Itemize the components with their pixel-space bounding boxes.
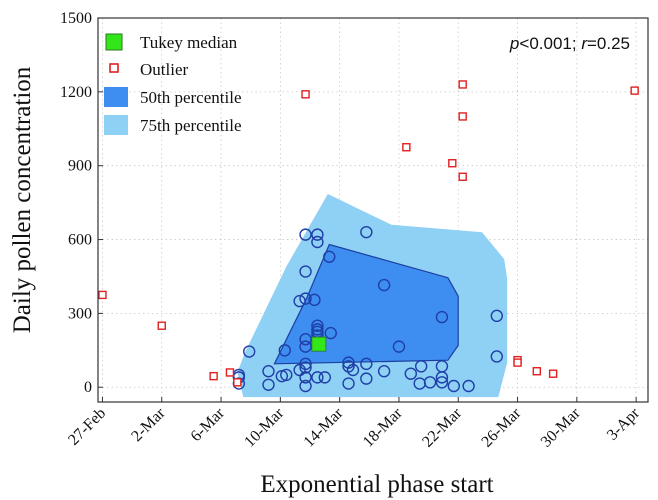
y-axis-title: Daily pollen concentration bbox=[9, 66, 36, 333]
legend-label-outlier: Outlier bbox=[140, 60, 188, 79]
data-point bbox=[262, 378, 275, 391]
data-point bbox=[299, 357, 312, 371]
data-point bbox=[280, 368, 293, 382]
x-tick-label: 6-Mar bbox=[188, 404, 229, 445]
outlier-point bbox=[458, 112, 467, 121]
data-point bbox=[293, 294, 306, 308]
data-point bbox=[278, 344, 291, 357]
outlier-point bbox=[225, 368, 235, 377]
data-point bbox=[299, 361, 312, 374]
data-point bbox=[299, 340, 312, 353]
outlier-point bbox=[209, 371, 218, 381]
data-point bbox=[423, 376, 437, 389]
data-point bbox=[404, 367, 418, 380]
r-value: =0.25 bbox=[587, 34, 630, 53]
p-value: <0.001; bbox=[519, 34, 581, 53]
data-point bbox=[308, 293, 321, 307]
r-label: r bbox=[581, 34, 588, 53]
data-point bbox=[299, 371, 312, 384]
data-point bbox=[299, 379, 312, 393]
x-tick-label: 10-Mar bbox=[241, 404, 287, 450]
x-tick-label: 22-Mar bbox=[419, 404, 465, 450]
outlier-point bbox=[98, 290, 107, 300]
x-tick-label: 14-Mar bbox=[301, 404, 347, 450]
x-tick-label: 30-Mar bbox=[538, 404, 584, 450]
data-point bbox=[435, 310, 449, 324]
y-tick-label: 300 bbox=[68, 305, 92, 322]
x-tick-label: 3-Apr bbox=[604, 404, 644, 444]
outlier-point bbox=[513, 358, 522, 367]
outlier-point bbox=[448, 159, 457, 168]
outlier-point bbox=[301, 90, 310, 99]
data-point bbox=[360, 357, 373, 371]
data-point bbox=[342, 360, 355, 373]
data-point bbox=[311, 228, 324, 241]
data-point bbox=[299, 292, 312, 305]
legend-swatch-outlier bbox=[109, 63, 119, 73]
data-point bbox=[360, 225, 373, 239]
legend-label-p75: 75th percentile bbox=[140, 116, 242, 135]
plot-frame bbox=[97, 17, 649, 403]
outlier-point bbox=[548, 369, 558, 378]
data-point bbox=[490, 309, 503, 323]
tukey-median-point bbox=[311, 336, 327, 352]
legend-swatch-median bbox=[105, 33, 123, 51]
data-point bbox=[447, 379, 460, 393]
y-tick-label: 0 bbox=[84, 379, 92, 396]
x-tick-label: 2-Mar bbox=[128, 404, 169, 445]
outlier-point bbox=[458, 172, 467, 181]
x-tick-label: 18-Mar bbox=[360, 404, 406, 450]
data-point bbox=[311, 235, 324, 249]
outlier-point bbox=[402, 143, 411, 152]
data-point bbox=[299, 265, 312, 278]
data-point bbox=[311, 319, 324, 332]
p-label: p bbox=[509, 34, 519, 53]
y-tick-label: 1500 bbox=[60, 10, 92, 27]
x-tick-label: 27-Feb bbox=[65, 405, 109, 449]
data-point bbox=[311, 371, 324, 384]
data-point bbox=[323, 250, 336, 263]
data-point bbox=[262, 365, 275, 378]
x-tick-label: 26-Mar bbox=[478, 404, 524, 450]
data-point bbox=[435, 371, 449, 384]
data-point bbox=[377, 278, 391, 292]
outlier-point bbox=[458, 80, 467, 89]
data-point bbox=[490, 350, 503, 363]
data-point bbox=[342, 377, 355, 390]
legend: Tukey median Outlier 50th percentile 75t… bbox=[104, 33, 242, 135]
data-point bbox=[392, 340, 406, 353]
data-point bbox=[299, 228, 312, 241]
data-point bbox=[346, 363, 360, 377]
outlier-point bbox=[532, 367, 542, 376]
legend-swatch-p75 bbox=[104, 115, 128, 135]
data-point bbox=[318, 371, 332, 384]
data-point bbox=[462, 379, 475, 393]
data-points bbox=[98, 80, 639, 393]
y-tick-label: 900 bbox=[68, 158, 92, 175]
y-tick-label: 1200 bbox=[60, 84, 92, 101]
outlier-point bbox=[157, 321, 166, 330]
data-point bbox=[299, 333, 312, 346]
legend-swatch-p50 bbox=[104, 87, 128, 107]
stat-annotation: p<0.001; r=0.25 bbox=[509, 34, 630, 53]
outlier-point bbox=[233, 378, 242, 387]
data-point bbox=[360, 372, 373, 385]
data-point bbox=[435, 376, 449, 389]
data-point bbox=[377, 365, 391, 378]
data-point bbox=[243, 345, 256, 358]
data-point bbox=[324, 326, 337, 340]
x-axis-title: Exponential phase start bbox=[260, 471, 493, 498]
legend-label-median: Tukey median bbox=[140, 33, 238, 52]
y-tick-label: 600 bbox=[68, 232, 92, 249]
data-point bbox=[414, 360, 428, 373]
outlier-point bbox=[630, 86, 639, 95]
legend-label-p50: 50th percentile bbox=[140, 88, 242, 107]
percentile-regions bbox=[237, 194, 508, 398]
